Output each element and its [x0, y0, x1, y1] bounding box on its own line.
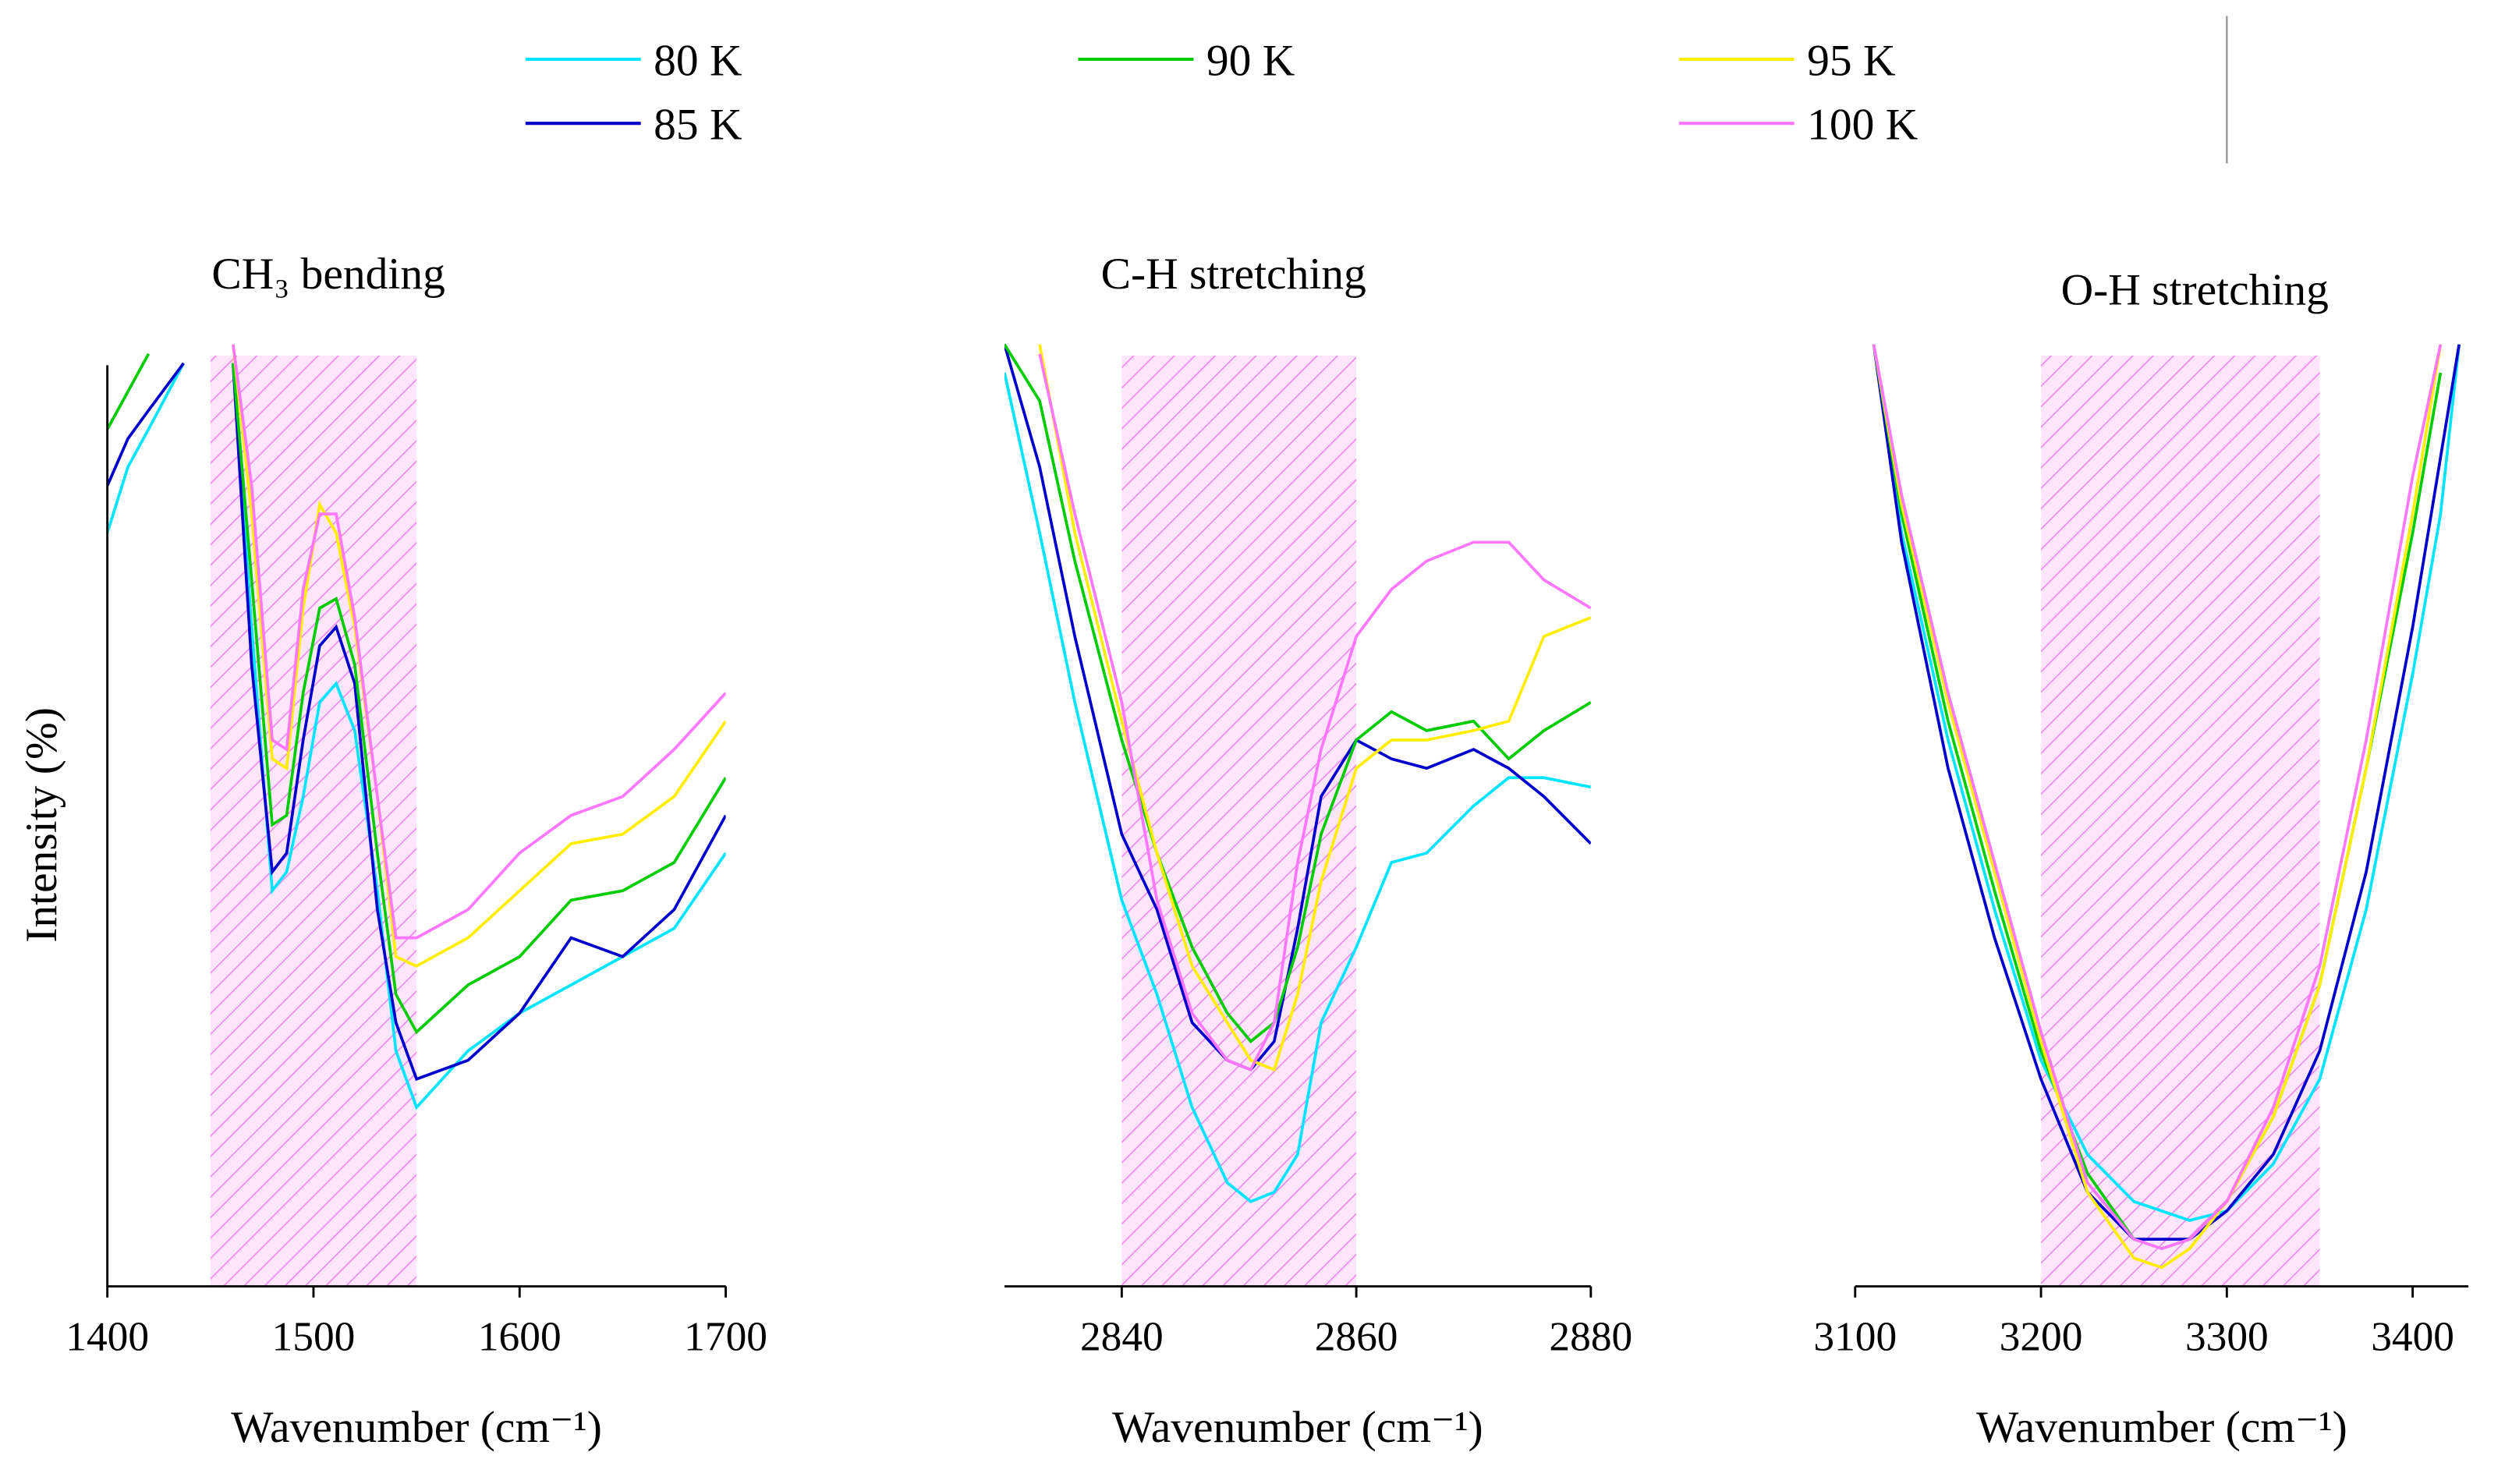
data-line: [1872, 344, 2443, 1270]
data-line: [1872, 344, 2443, 1251]
highlight-band: [2041, 356, 2320, 1287]
x-tick-label: 2880: [1549, 1313, 1632, 1360]
x-axis-label: Wavenumber (cm⁻¹): [231, 1403, 602, 1452]
x-axis-label: Wavenumber (cm⁻¹): [1976, 1403, 2347, 1452]
x-tick-label: 1500: [272, 1313, 356, 1360]
x-tick-label: 3200: [2000, 1313, 2083, 1360]
data-line: [1038, 353, 1591, 1072]
legend-label: 95 K: [1807, 37, 1895, 86]
data-line: [1004, 372, 1591, 1203]
data-line: [107, 352, 726, 1035]
panel-title: CH₃ bending: [211, 250, 445, 299]
panel-title: O-H stretching: [2061, 265, 2329, 314]
data-line: [1872, 344, 2461, 1222]
panel-title: C-H stretching: [1101, 250, 1366, 299]
x-axis-label: Wavenumber (cm⁻¹): [1112, 1403, 1483, 1452]
data-line: [107, 362, 726, 1082]
x-tick-label: 3300: [2185, 1313, 2269, 1360]
x-tick-label: 1700: [684, 1313, 767, 1360]
x-tick-label: 1400: [66, 1313, 149, 1360]
legend-label: 100 K: [1807, 101, 1918, 150]
y-axis-label: Intensity (%): [17, 707, 66, 943]
legend-label: 80 K: [654, 37, 742, 86]
legend-label: 85 K: [654, 101, 742, 150]
data-line: [107, 362, 726, 1110]
data-line: [1004, 343, 1591, 1044]
data-line: [1872, 344, 2461, 1241]
data-line: [1038, 344, 1591, 1072]
highlight-band: [1121, 356, 1357, 1287]
x-tick-label: 1600: [478, 1313, 562, 1360]
data-line: [232, 344, 726, 940]
legend-label: 90 K: [1206, 37, 1295, 86]
x-tick-label: 3100: [1813, 1313, 1897, 1360]
x-tick-label: 3400: [2371, 1313, 2454, 1360]
x-tick-label: 2860: [1315, 1313, 1398, 1360]
x-tick-label: 2840: [1080, 1313, 1164, 1360]
